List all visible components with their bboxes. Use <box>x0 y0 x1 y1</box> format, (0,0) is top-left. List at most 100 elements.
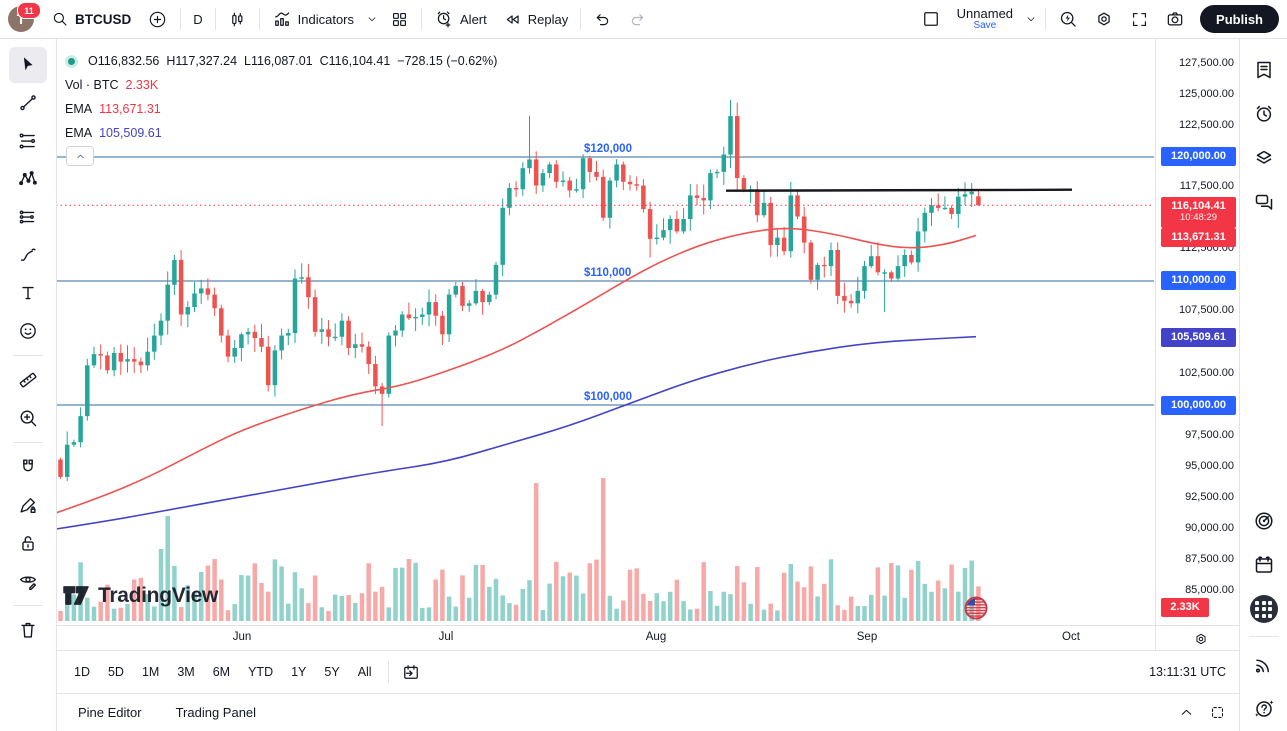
drawing-mode-tool-button[interactable] <box>9 487 47 523</box>
magnet-tool-button[interactable] <box>9 449 47 485</box>
range-button-1y[interactable]: 1Y <box>291 665 307 679</box>
go-to-date-button[interactable] <box>397 660 425 684</box>
volume-bar <box>292 572 298 621</box>
lock-all-tool-button[interactable] <box>9 525 47 561</box>
object-tree-button[interactable] <box>1247 141 1281 175</box>
user-avatar[interactable]: T 11 <box>8 2 41 32</box>
range-button-3m[interactable]: 3M <box>177 665 195 679</box>
candle-body <box>326 329 331 337</box>
text-icon <box>17 282 39 304</box>
ema-slow-row[interactable]: EMA 105,509.61 <box>65 121 504 145</box>
range-button-5y[interactable]: 5Y <box>324 665 340 679</box>
price-axis[interactable]: 127,500.00 125,000.00 122,500.00 117,500.00… <box>1155 38 1241 625</box>
symbol-search-button[interactable]: BTCUSD <box>44 5 138 33</box>
alert-button[interactable]: Alert <box>427 5 494 33</box>
candle-body <box>594 171 599 177</box>
range-button-6m[interactable]: 6M <box>212 665 231 679</box>
us-flag-marker[interactable] <box>964 596 988 620</box>
trend-line-tool-button[interactable] <box>9 85 47 121</box>
remove-objects-tool-button[interactable] <box>9 612 47 648</box>
layout-select-button[interactable] <box>914 5 948 33</box>
redo-button[interactable] <box>621 5 654 33</box>
candlestick-chart[interactable]: $120,000 $110,000 $100,000 <box>56 38 1155 625</box>
candle-body <box>560 180 566 182</box>
ema-fast-row[interactable]: EMA 113,671.31 <box>65 97 504 121</box>
range-button-all[interactable]: All <box>357 665 372 679</box>
indicators-button[interactable]: Indicators <box>265 5 361 33</box>
volume-row[interactable]: Vol · BTC 2.33K <box>65 73 504 97</box>
panel-expand-chevron-icon[interactable] <box>1178 704 1195 721</box>
brush-tool-button[interactable] <box>9 237 47 273</box>
candle-body <box>768 202 773 246</box>
emoji-tool-button[interactable] <box>9 313 47 349</box>
time-axis[interactable]: Jun Jul Aug Sep Oct <box>56 625 1155 651</box>
technicals-gauge-button[interactable] <box>1247 504 1281 538</box>
range-button-1d[interactable]: 1D <box>74 665 90 679</box>
chart-style-button[interactable] <box>221 5 254 33</box>
save-label[interactable]: Save <box>973 19 997 31</box>
clock-utc[interactable]: 13:11:31 UTC <box>1149 665 1226 679</box>
volume-bar <box>781 572 787 621</box>
month-label-jun: Jun <box>232 631 252 643</box>
ohlc-close: C116,104.41 <box>319 53 391 68</box>
candle-body <box>741 178 747 190</box>
line-label-badge: 100,000.00 <box>1161 395 1236 415</box>
watchlist-button[interactable] <box>1247 53 1281 87</box>
fib-retracement-tool-button[interactable] <box>9 123 47 159</box>
range-button-1m[interactable]: 1M <box>141 665 160 679</box>
pine-editor-tab[interactable]: Pine Editor <box>78 705 142 720</box>
top-toolbar: T 11 BTCUSD D Indicators Alert <box>0 0 1287 39</box>
broadcast-button[interactable] <box>1247 647 1281 681</box>
publish-button[interactable]: Publish <box>1200 5 1279 33</box>
alerts-button[interactable] <box>1247 97 1281 131</box>
hide-drawings-tool-button[interactable] <box>9 563 47 599</box>
ohlc-row[interactable]: O116,832.56 H117,327.24 L116,087.01 C116… <box>65 49 504 73</box>
grid-layout-button[interactable] <box>383 5 416 33</box>
replay-button[interactable]: Replay <box>496 5 575 33</box>
ruler-tool-button[interactable] <box>9 362 47 398</box>
quick-search-button[interactable] <box>1051 5 1085 33</box>
xabcd-pattern-tool-button[interactable] <box>9 161 47 197</box>
economic-calendar-button[interactable] <box>1247 548 1281 582</box>
trendline-drawing[interactable] <box>725 188 1073 192</box>
volume-bar <box>198 571 204 621</box>
text-tool-button[interactable] <box>9 275 47 311</box>
interval-button[interactable]: D <box>193 11 203 27</box>
apps-menu-icon <box>1249 595 1278 623</box>
snapshot-button[interactable] <box>1158 5 1192 33</box>
layout-name-button[interactable]: Unnamed Save <box>950 5 1020 33</box>
volume-bar <box>761 609 767 621</box>
badge-value: 110,000.00 <box>1171 273 1226 286</box>
compare-add-symbol-button[interactable] <box>140 5 175 33</box>
volume-bar <box>708 591 713 621</box>
layout-menu-chevron[interactable] <box>1022 5 1040 33</box>
candle-body <box>855 290 861 304</box>
candle-body <box>178 259 184 315</box>
volume-bar <box>607 595 613 621</box>
candle-body <box>935 205 941 208</box>
candle-body <box>225 335 231 357</box>
range-button-5d[interactable]: 5D <box>107 665 124 679</box>
volume-bar <box>252 563 258 621</box>
range-button-ytd[interactable]: YTD <box>248 665 274 679</box>
volume-bar <box>768 603 773 621</box>
apps-menu-button[interactable] <box>1247 592 1281 626</box>
undo-button[interactable] <box>586 5 619 33</box>
fullscreen-button[interactable] <box>1123 5 1156 33</box>
axis-settings-gear-icon[interactable] <box>1192 630 1210 648</box>
volume-bar <box>413 562 418 621</box>
panel-maximize-icon[interactable] <box>1209 704 1226 721</box>
line-collapse-button[interactable] <box>66 146 94 166</box>
long-short-position-tool-button[interactable] <box>9 199 47 235</box>
indicator-templates-chevron[interactable] <box>363 5 381 33</box>
zoom-in-tool-button[interactable] <box>9 400 47 436</box>
ema-blue-badge: 105,509.61 <box>1161 327 1236 347</box>
trading-panel-tab[interactable]: Trading Panel <box>175 705 257 720</box>
help-button[interactable] <box>1247 691 1281 725</box>
volume-bar <box>420 607 425 621</box>
chart-pane[interactable]: $120,000 $110,000 $100,000 O116,832.56 H11… <box>56 38 1241 731</box>
cursor-tool-button[interactable] <box>9 47 47 83</box>
chat-button[interactable] <box>1247 185 1281 219</box>
chart-settings-button[interactable] <box>1087 5 1121 33</box>
candle-body <box>822 264 827 267</box>
